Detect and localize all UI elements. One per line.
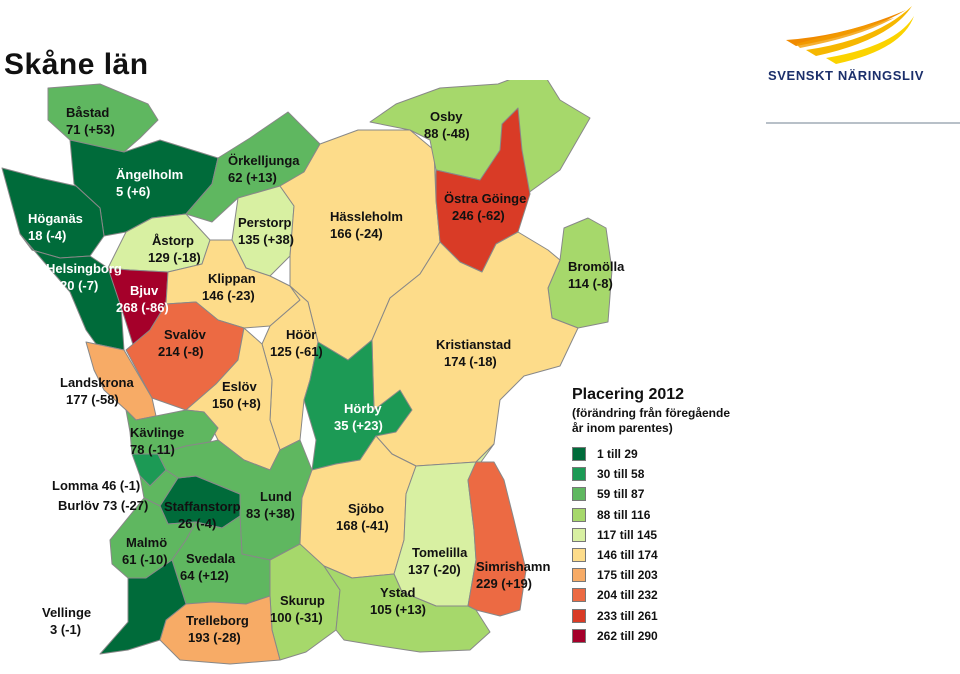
brand-name: SVENSKT NÄRINGSLIV (768, 68, 924, 83)
legend-swatch (572, 628, 586, 643)
label-orkelljunga: Örkelljunga 62 (+13) (228, 153, 300, 185)
choropleth-map: Båstad 71 (+53) Ängelholm 5 (+6) Örkelljun… (0, 80, 640, 674)
label-sjobo: Sjöbo 168 (-41) (336, 501, 389, 533)
legend-item: 262 till 290 (572, 626, 772, 646)
legend-item: 59 till 87 (572, 484, 772, 504)
legend-swatch (572, 507, 586, 522)
label-hoor: Höör 125 (-61) (270, 327, 323, 359)
legend: Placering 2012 (förändring från föregåen… (572, 386, 772, 646)
legend-subtitle: (förändring från föregående år inom pare… (572, 406, 731, 435)
label-eslov: Eslöv 150 (+8) (212, 379, 261, 411)
flame-swoosh-icon (786, 6, 914, 64)
label-ostra-goinge: Östra Göinge 246 (-62) (444, 191, 527, 223)
legend-swatch (572, 588, 586, 603)
legend-swatch (572, 447, 586, 462)
legend-item: 1 till 29 (572, 444, 772, 464)
region-vellinge[interactable] (99, 559, 187, 655)
region-osby[interactable] (369, 80, 591, 197)
legend-swatch (572, 568, 586, 583)
label-skurup: Skurup 100 (-31) (270, 593, 325, 625)
label-staffanstorp: Staffanstorp 26 (-4) (164, 499, 241, 531)
label-horby: Hörby 35 (+23) (334, 401, 383, 433)
region-bastad[interactable] (47, 83, 159, 153)
label-bjuv: Bjuv 268 (-86) (116, 283, 169, 315)
region-simrishamn[interactable] (467, 461, 527, 617)
legend-swatch (572, 608, 586, 623)
legend-swatch (572, 467, 586, 482)
label-klippan: Klippan 146 (-23) (202, 271, 256, 303)
label-angelholm: Ängelholm 5 (+6) (116, 167, 184, 199)
label-kavlinge: Kävlinge 78 (-11) (130, 425, 185, 457)
label-bastad: Båstad 71 (+53) (66, 105, 115, 137)
label-malmo: Malmö 61 (-10) (122, 535, 168, 567)
label-kristianstad: Kristianstad 174 (-18) (436, 337, 512, 369)
legend-item: 175 till 203 (572, 565, 772, 585)
legend-swatch (572, 548, 586, 563)
legend-title: Placering 2012 (572, 386, 685, 403)
region-kavlinge[interactable] (125, 409, 219, 455)
label-tomelilla: Tomelilla 137 (-20) (408, 545, 468, 577)
label-astorp: Åstorp 129 (-18) (148, 233, 201, 265)
label-helsingborg: Helsingborg 20 (-7) (46, 261, 122, 293)
label-ystad: Ystad 105 (+13) (370, 585, 427, 617)
legend-swatch (572, 487, 586, 502)
brand-logo: SVENSKT NÄRINGSLIV (766, 6, 960, 126)
page-title: Skåne län (4, 48, 149, 81)
legend-item: 233 till 261 (572, 606, 772, 626)
label-bromolla: Bromölla 114 (-8) (568, 259, 625, 291)
legend-item: 88 till 116 (572, 505, 772, 525)
label-vellinge: Vellinge 3 (-1) (42, 605, 92, 637)
label-landskrona: Landskrona 177 (-58) (60, 375, 134, 407)
label-trelleborg: Trelleborg 193 (-28) (186, 613, 249, 645)
label-burlov: Burlöv 73 (-27) (58, 498, 149, 513)
label-hoganas: Höganäs 18 (-4) (28, 211, 83, 243)
legend-item: 30 till 58 (572, 464, 772, 484)
legend-swatch (572, 527, 586, 542)
legend-item: 146 till 174 (572, 545, 772, 565)
label-perstorp: Perstorp 135 (+38) (238, 215, 295, 247)
divider (766, 122, 960, 124)
legend-item: 204 till 232 (572, 585, 772, 605)
legend-item: 117 till 145 (572, 525, 772, 545)
label-hassleholm: Hässleholm 166 (-24) (330, 209, 403, 241)
region-ystad[interactable] (323, 565, 491, 653)
label-lomma: Lomma 46 (-1) (52, 478, 141, 493)
region-helsingborg[interactable] (19, 233, 125, 351)
legend-items: 1 till 29 30 till 58 59 till 87 88 till … (572, 444, 772, 646)
label-lund: Lund 83 (+38) (246, 489, 295, 521)
label-svalov: Svalöv 214 (-8) (158, 327, 206, 359)
label-osby: Osby 88 (-48) (424, 109, 470, 141)
label-simrishamn: Simrishamn 229 (+19) (476, 559, 551, 591)
label-svedala: Svedala 64 (+12) (180, 551, 236, 583)
